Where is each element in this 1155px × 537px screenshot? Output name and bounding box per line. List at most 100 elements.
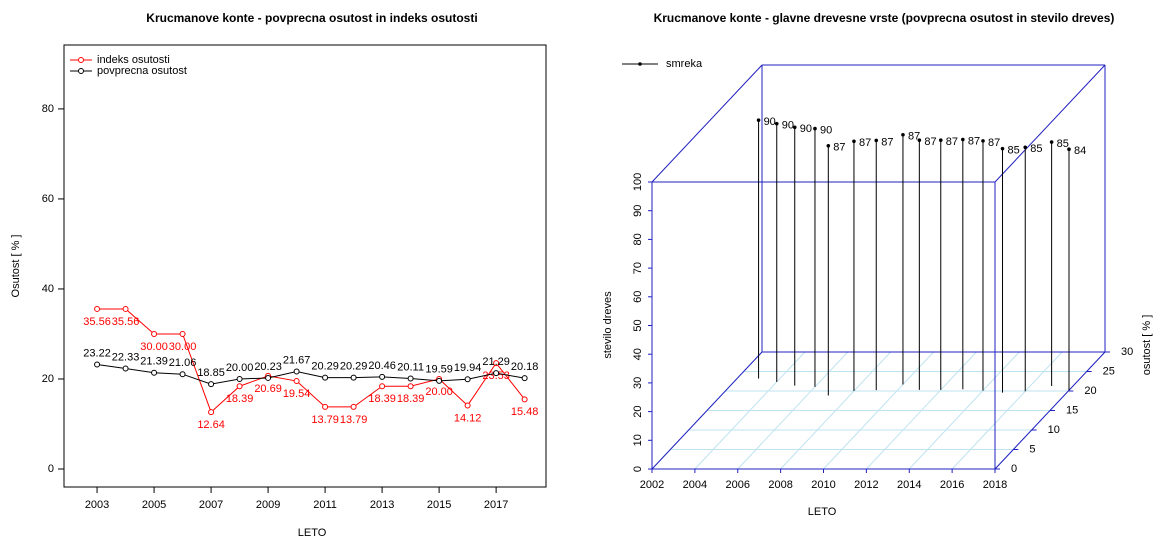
legend-label: indeks osutosti xyxy=(97,54,170,66)
grid-line xyxy=(951,351,1063,470)
point xyxy=(350,374,357,381)
point xyxy=(521,396,528,403)
y-tick-label: 80 xyxy=(632,233,644,245)
value-label: 20.46 xyxy=(368,360,396,372)
value-label: 87 xyxy=(908,131,920,143)
value-label: 85 xyxy=(1030,143,1042,155)
point xyxy=(493,360,500,367)
point xyxy=(917,138,922,142)
point xyxy=(151,330,158,337)
point xyxy=(792,125,797,130)
y-tick-label: 10 xyxy=(632,434,644,446)
value-label: 21.29 xyxy=(482,356,510,368)
point xyxy=(293,378,300,385)
point xyxy=(774,121,779,126)
x-tick-label: 2009 xyxy=(256,499,280,511)
z-axis-label: osutost [ % ] xyxy=(1141,315,1153,376)
point xyxy=(901,132,905,137)
x-tick-label: 2016 xyxy=(940,479,964,491)
point xyxy=(322,403,329,410)
legend-label: povprecna osutost xyxy=(97,65,187,77)
y-tick-label: 0 xyxy=(632,466,644,472)
value-label: 21.67 xyxy=(283,354,311,366)
value-label: 23.22 xyxy=(83,347,111,359)
point xyxy=(464,376,471,383)
value-label: 12.64 xyxy=(197,419,225,431)
box-edge xyxy=(994,64,1106,183)
value-label: 87 xyxy=(968,135,980,147)
value-label: 19.59 xyxy=(425,364,453,376)
value-label: 87 xyxy=(988,137,1000,149)
point xyxy=(813,126,817,131)
z-tick-label: 25 xyxy=(1103,365,1115,377)
point xyxy=(1023,145,1028,150)
point xyxy=(322,374,329,381)
point xyxy=(208,409,215,416)
value-label: 20.00 xyxy=(226,362,254,374)
plot-frame xyxy=(63,44,547,488)
point xyxy=(938,138,943,142)
grid-line xyxy=(694,351,806,470)
x-tick-label: 2012 xyxy=(854,479,878,491)
point xyxy=(179,371,186,378)
x-tick-label: 2014 xyxy=(897,479,921,491)
z-tick-label: 0 xyxy=(1011,463,1017,475)
z-tick-label: 30 xyxy=(1121,346,1133,358)
value-label: 13.79 xyxy=(311,414,339,426)
value-label: 18.85 xyxy=(197,367,225,379)
x-tick-label: 2015 xyxy=(427,499,451,511)
z-tick-label: 10 xyxy=(1048,424,1060,436)
value-label: 87 xyxy=(833,142,845,154)
value-label: 20.69 xyxy=(254,383,282,395)
point xyxy=(1000,146,1005,151)
value-label: 14.12 xyxy=(454,412,482,424)
z-tick-label: 20 xyxy=(1084,385,1096,397)
point xyxy=(379,373,386,380)
point xyxy=(122,365,129,372)
point xyxy=(1067,147,1071,152)
y-tick-label: 70 xyxy=(632,262,644,274)
value-label: 20.29 xyxy=(340,361,368,373)
value-label: 20.11 xyxy=(397,361,424,373)
value-label: 30.00 xyxy=(140,341,168,353)
value-label: 18.39 xyxy=(368,393,396,405)
y-tick-label: 100 xyxy=(632,173,644,191)
value-label: 21.06 xyxy=(169,357,197,369)
y-tick-label: 90 xyxy=(632,205,644,217)
value-label: 84 xyxy=(1074,145,1086,157)
point xyxy=(826,143,831,148)
y-tick-label: 30 xyxy=(632,377,644,389)
series-line xyxy=(97,308,526,413)
point xyxy=(208,381,215,388)
value-label: 90 xyxy=(800,123,812,135)
value-label: 20.23 xyxy=(254,361,282,373)
value-label: 21.39 xyxy=(140,356,168,368)
x-axis-label: LETO xyxy=(298,527,327,537)
x-tick-label: 2003 xyxy=(85,499,109,511)
z-tick-label: 15 xyxy=(1066,404,1078,416)
y-tick-label: 50 xyxy=(632,319,644,331)
point xyxy=(756,118,761,122)
point xyxy=(874,138,879,143)
point xyxy=(379,383,386,390)
point xyxy=(151,369,158,376)
y-tick-label: 60 xyxy=(42,193,54,205)
chart-title: Krucmanove konte - glavne drevesne vrste… xyxy=(654,11,1115,25)
point xyxy=(236,375,243,382)
z-tick-label: 5 xyxy=(1029,443,1035,455)
value-label: 85 xyxy=(1057,138,1069,150)
x-tick-label: 2004 xyxy=(683,479,707,491)
value-label: 30.00 xyxy=(169,341,197,353)
value-label: 20.00 xyxy=(425,386,453,398)
value-label: 35.56 xyxy=(112,316,140,328)
y-tick-label: 40 xyxy=(42,283,54,295)
point xyxy=(236,383,243,390)
grid-line xyxy=(780,351,891,470)
grid-line xyxy=(823,351,934,470)
x-tick-label: 2010 xyxy=(811,479,835,491)
value-label: 87 xyxy=(881,136,893,148)
value-label: 15.48 xyxy=(511,406,539,418)
y-axis-label: Osutost [ % ] xyxy=(10,235,22,298)
value-label: 19.54 xyxy=(283,388,311,400)
series-line xyxy=(96,363,525,385)
